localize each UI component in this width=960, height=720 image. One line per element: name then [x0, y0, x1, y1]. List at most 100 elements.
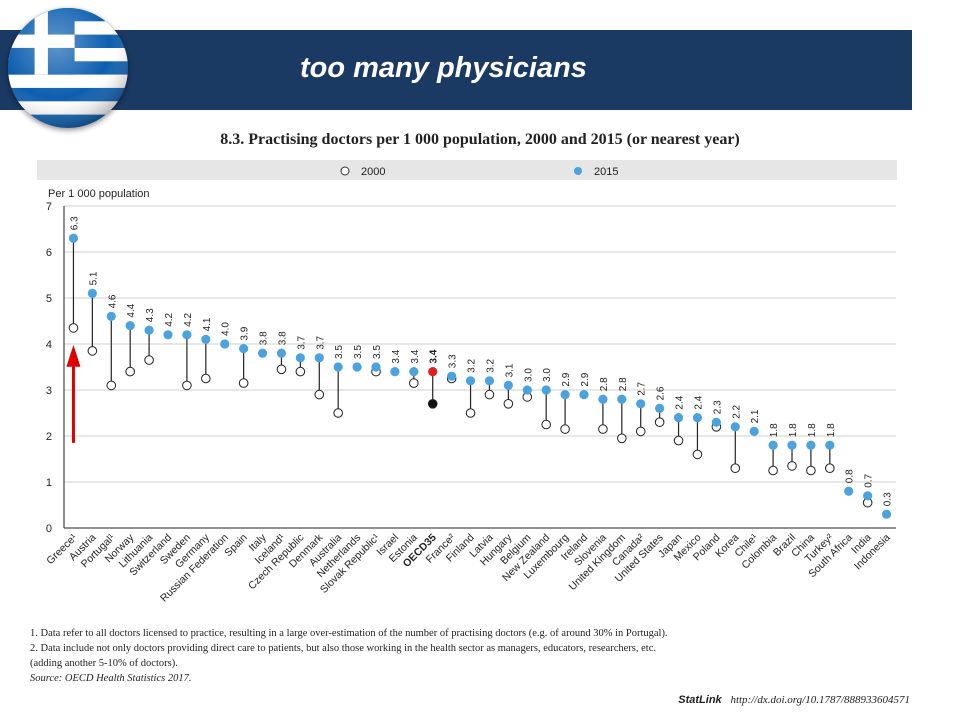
point-2000 [106, 380, 117, 391]
y-tick-label: 5 [46, 293, 52, 305]
value-label: 2.2 [731, 404, 742, 418]
point-2015 [276, 348, 287, 358]
point-2015 [201, 334, 211, 344]
point-2015 [257, 348, 268, 358]
value-label: 0.7 [864, 473, 875, 487]
point-2000 [617, 433, 627, 444]
point-2015 [333, 362, 343, 372]
banner-title: too many physicians [300, 52, 587, 84]
point-2015 [144, 325, 154, 335]
point-2000 [144, 355, 154, 365]
greek-flag-icon [8, 8, 128, 128]
point-2000 [692, 449, 703, 460]
value-label: 4.4 [126, 303, 137, 317]
chart-title: 8.3. Practising doctors per 1 000 popula… [220, 131, 740, 148]
value-label: 1.8 [769, 423, 780, 437]
point-2000 [541, 419, 551, 430]
legend-marker-2000 [340, 166, 350, 176]
value-label: 4.2 [164, 312, 175, 326]
statlink-url[interactable]: http://dx.doi.org/10.1787/888933604571 [730, 694, 910, 706]
point-2015 [692, 413, 703, 423]
value-label: 3.5 [334, 345, 345, 359]
point-2015 [749, 426, 759, 436]
legend-label-2000: 2000 [361, 166, 385, 178]
value-label: 3.9 [240, 326, 251, 340]
value-label: 4.0 [221, 322, 232, 336]
point-2015 [465, 376, 476, 386]
point-2000 [465, 408, 476, 418]
legend-marker-2015 [574, 167, 582, 175]
footnotes: 1. Data refer to all doctors licensed to… [30, 626, 920, 686]
point-2015 [352, 362, 362, 372]
point-2015 [579, 390, 589, 400]
value-label: 3.5 [372, 345, 383, 359]
y-tick-label: 7 [46, 201, 52, 213]
value-label: 6.3 [69, 216, 80, 230]
point-2015 [844, 486, 854, 496]
point-2000 [654, 417, 665, 428]
chart: 2000 2015 Per 1 000 population 0 1 2 3 4 5 6 7 6… [37, 160, 897, 605]
point-2000 [87, 346, 98, 356]
statlink[interactable]: StatLink http://dx.doi.org/10.1787/88893… [678, 694, 910, 706]
point-2015 [787, 440, 797, 450]
value-label: 4.2 [183, 312, 194, 326]
point-2015 [390, 367, 400, 377]
legend-box [37, 160, 897, 180]
value-label: 2.9 [580, 372, 591, 386]
value-label: 1.8 [788, 423, 799, 437]
point-2015 [541, 385, 551, 395]
value-label: 2.6 [656, 386, 667, 400]
value-label: 3.4 [410, 349, 421, 363]
point-2015 [636, 399, 646, 409]
value-label: 3.2 [467, 358, 478, 372]
statlink-brand: StatLink [678, 694, 722, 706]
value-label: 2.4 [693, 395, 704, 409]
point-2000 [314, 389, 325, 400]
point-2000 [409, 378, 419, 388]
y-axis-label: Per 1 000 population [48, 188, 150, 200]
legend-label-2015: 2015 [594, 166, 618, 178]
point-2015 [617, 394, 627, 404]
value-label: 3.5 [353, 345, 364, 359]
value-label: 2.8 [618, 377, 629, 391]
value-label: 2.9 [561, 372, 572, 386]
point-2000 [560, 424, 570, 434]
value-label: 4.3 [145, 308, 156, 322]
point-2015 [371, 362, 381, 372]
value-label: 3.8 [259, 331, 270, 345]
y-tick-label: 2 [46, 431, 52, 443]
point-2015 [484, 376, 495, 386]
value-label: 3.7 [296, 335, 307, 349]
point-2000 [598, 424, 608, 434]
point-2000 [295, 366, 306, 377]
point-2015 [806, 440, 816, 450]
point-2000 [201, 373, 211, 384]
point-2015 [239, 344, 249, 354]
value-label: 3.1 [504, 363, 515, 377]
value-label: 4.6 [107, 294, 118, 308]
point-2000 [68, 323, 79, 333]
point-2015 [522, 385, 532, 395]
value-label: 2.8 [599, 377, 610, 391]
point-2015 [730, 422, 740, 432]
point-2015 [428, 367, 438, 377]
point-2015 [163, 330, 173, 340]
point-2015 [503, 380, 513, 390]
point-2015 [711, 417, 721, 427]
y-tick-label: 4 [46, 339, 52, 351]
value-label: 3.8 [277, 331, 288, 345]
point-2015 [409, 367, 419, 377]
point-2015 [863, 491, 873, 501]
value-label: 3.7 [315, 335, 326, 349]
value-label: 3.4 [429, 349, 440, 363]
point-2000 [825, 463, 835, 474]
point-2000 [768, 465, 778, 476]
point-2015 [220, 339, 230, 349]
point-2015 [314, 353, 324, 363]
value-label: 3.4 [391, 349, 402, 363]
point-2000 [635, 426, 646, 437]
point-2015 [125, 321, 135, 331]
value-label: 3.0 [523, 368, 534, 382]
point-2000 [182, 380, 192, 391]
value-label: 1.8 [807, 423, 818, 437]
